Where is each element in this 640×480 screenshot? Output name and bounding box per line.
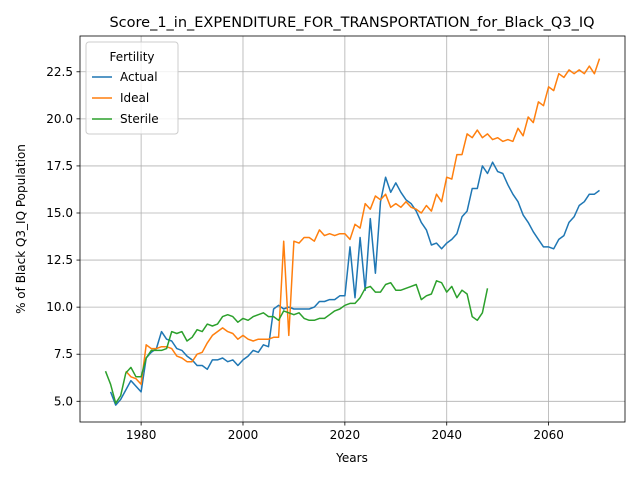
x-tick-label: 1980 xyxy=(126,428,157,442)
y-tick-label: 5.0 xyxy=(54,394,73,408)
x-axis-title: Years xyxy=(335,451,368,465)
legend: Fertility Actual Ideal Sterile xyxy=(86,42,178,134)
chart-title: Score_1_in_EXPENDITURE_FOR_TRANSPORTATIO… xyxy=(109,15,594,31)
y-axis-title: % of Black Q3_IQ Population xyxy=(14,144,28,314)
y-tick-label: 12.5 xyxy=(46,253,73,267)
x-tick-label: 2000 xyxy=(228,428,259,442)
legend-label-actual: Actual xyxy=(120,70,158,84)
y-tick-label: 20.0 xyxy=(46,112,73,126)
y-tick-label: 7.5 xyxy=(54,347,73,361)
x-tick-label: 2020 xyxy=(330,428,361,442)
y-tick-label: 10.0 xyxy=(46,300,73,314)
x-tick-label: 2040 xyxy=(431,428,462,442)
legend-title: Fertility xyxy=(109,50,154,64)
y-tick-label: 17.5 xyxy=(46,159,73,173)
legend-label-ideal: Ideal xyxy=(120,91,149,105)
x-tick-label: 2060 xyxy=(533,428,564,442)
y-tick-label: 15.0 xyxy=(46,206,73,220)
legend-label-sterile: Sterile xyxy=(120,112,159,126)
y-tick-label: 22.5 xyxy=(46,65,73,79)
